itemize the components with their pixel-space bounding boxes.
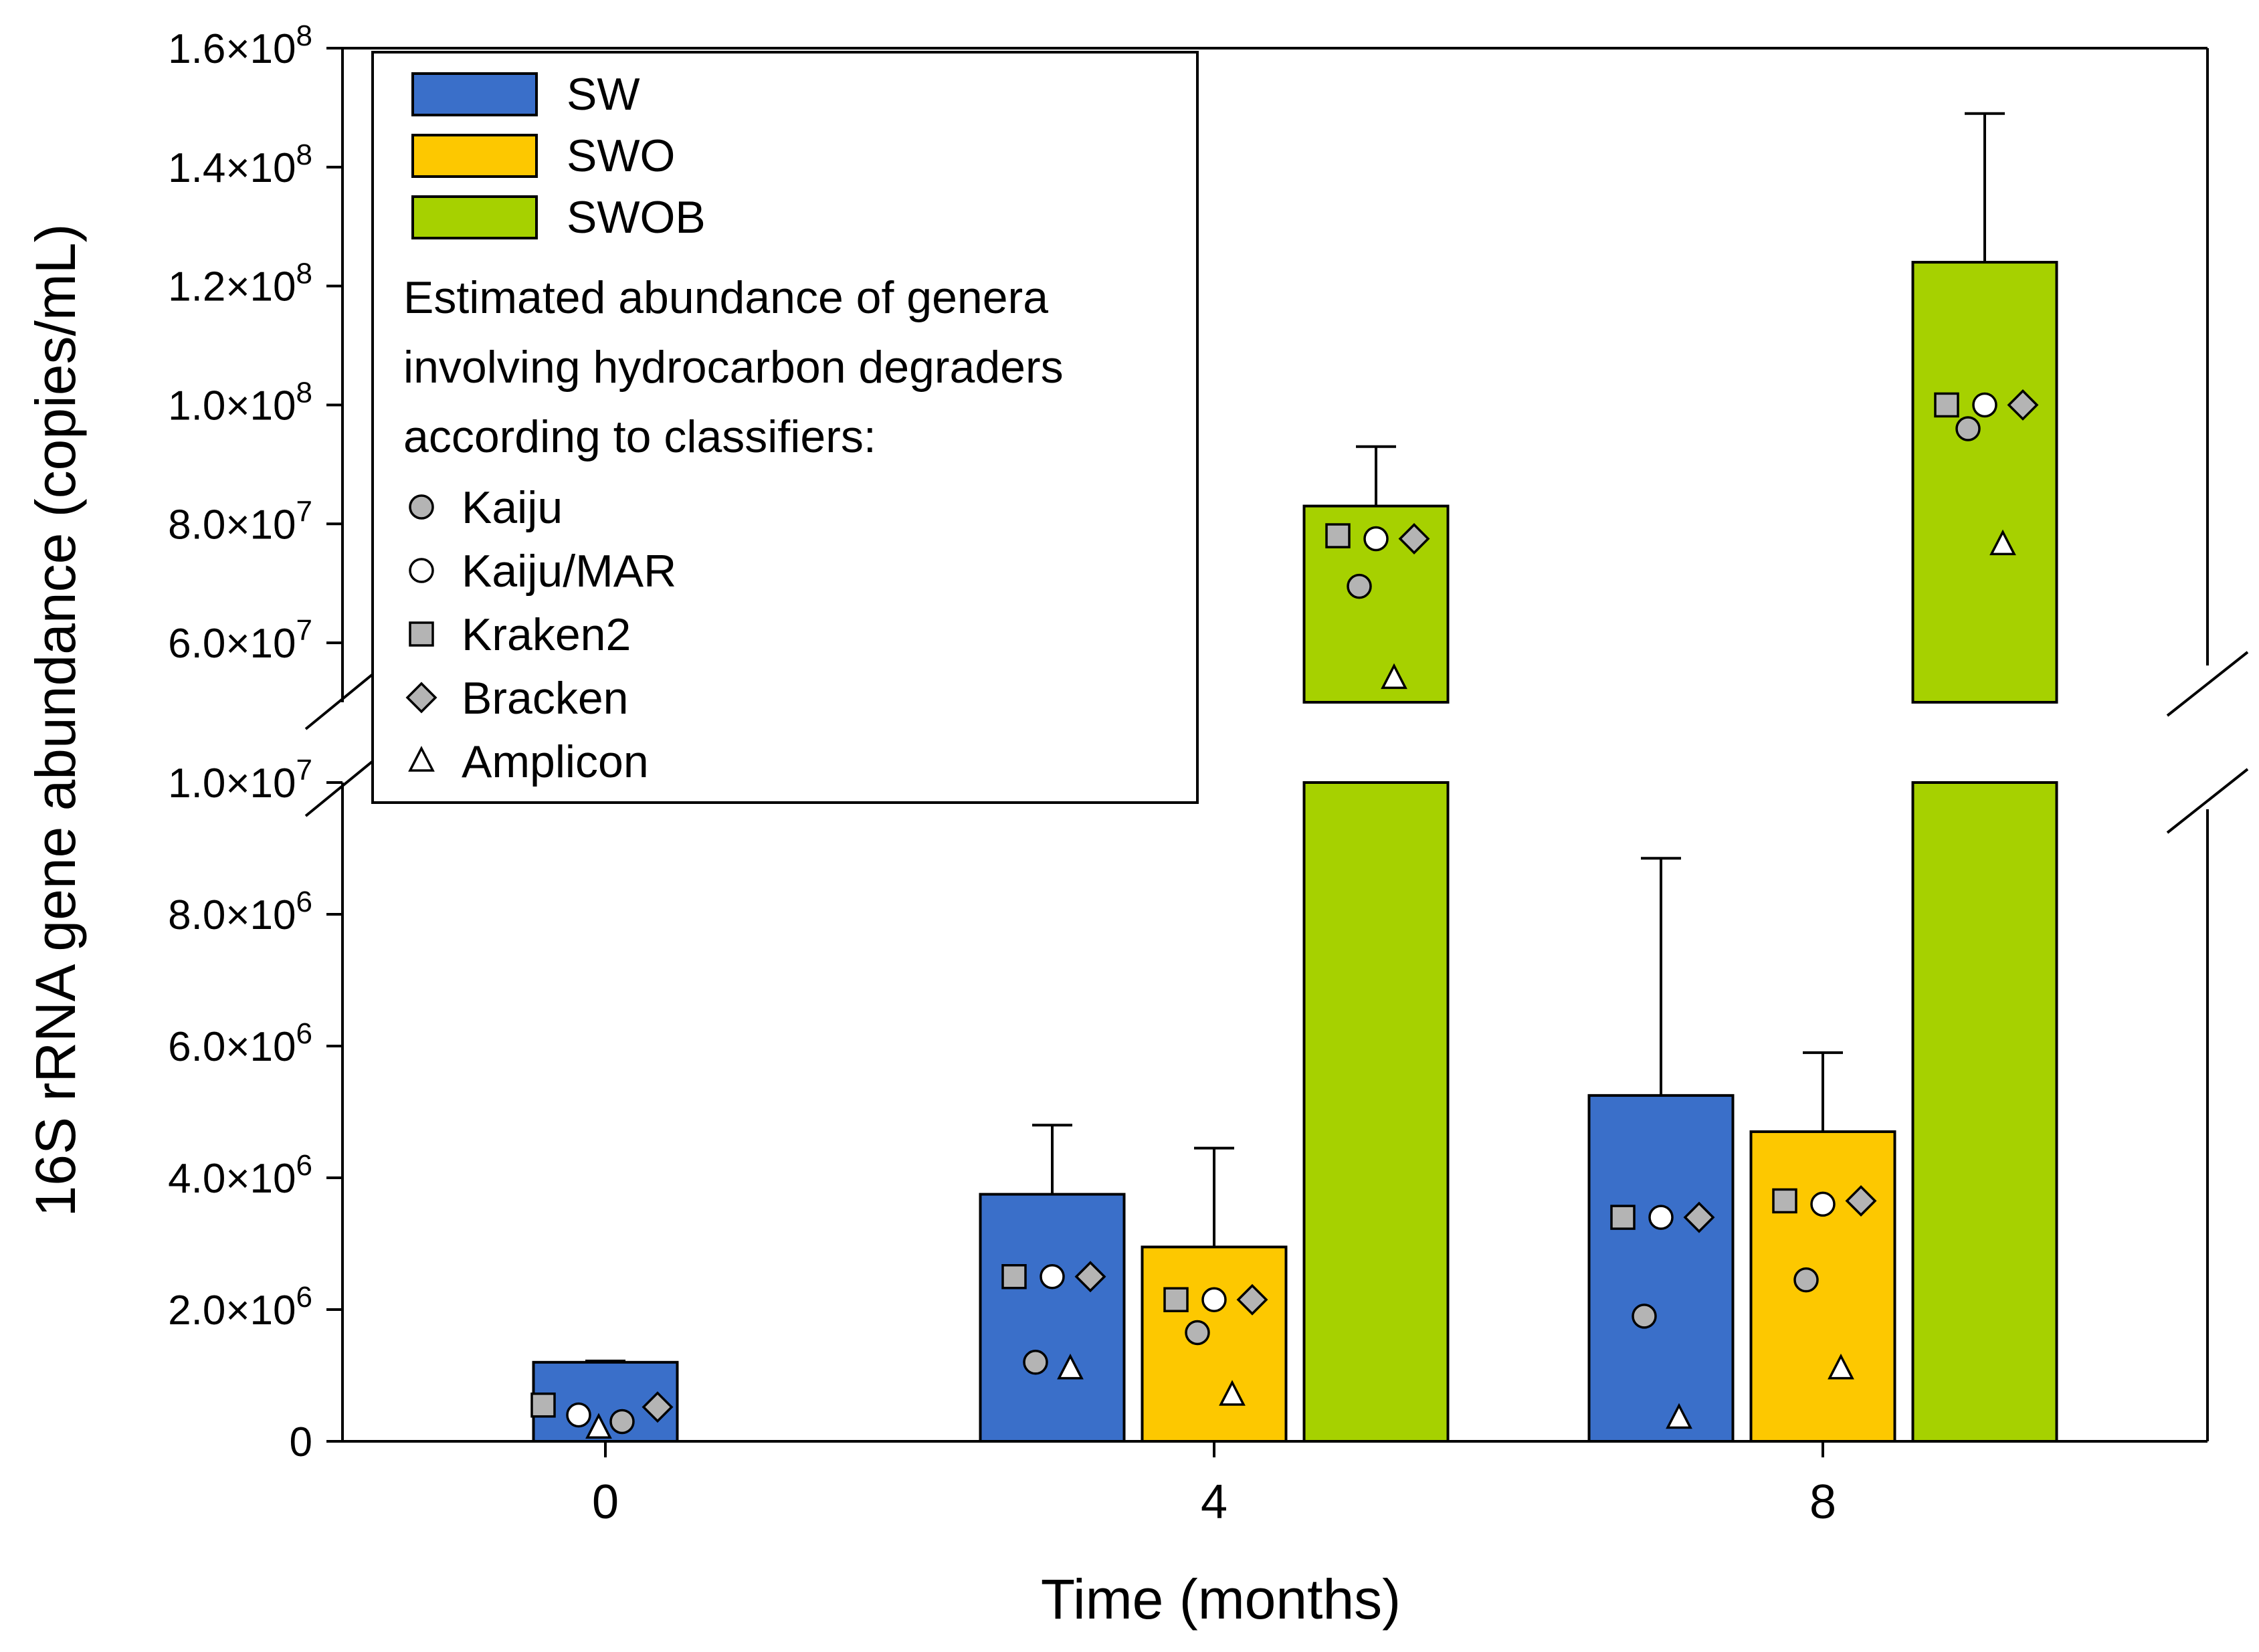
y-tick-label: 0	[290, 1419, 312, 1465]
legend-swatch-SWO	[411, 134, 538, 178]
y-axis-title: 16S rRNA gene abundance (copies/mL)	[24, 224, 87, 1217]
right-break-mark-lower	[2166, 768, 2249, 834]
bar-SWO-4	[1141, 1245, 1288, 1443]
marker-kaiju-mar-SWOB-8	[1972, 392, 1997, 418]
x-tick-label: 0	[592, 1475, 619, 1529]
marker-bracken-SW-0	[642, 1391, 674, 1423]
marker-bracken-SWOB-8	[2007, 389, 2039, 421]
bar-SW-4	[979, 1193, 1126, 1443]
marker-bracken-SWO-4	[1236, 1283, 1268, 1316]
marker-amplicon-SWOB-4	[1381, 663, 1407, 690]
marker-kaiju-mar-SWO-4	[1201, 1287, 1227, 1312]
marker-kraken2-SW-8	[1610, 1205, 1636, 1230]
bar-SWOB-8-lower	[1911, 781, 2058, 1443]
y-tick-label: 1.4×108	[168, 138, 312, 191]
legend-marker-kaiju	[409, 494, 434, 520]
marker-kraken2-SWO-8	[1772, 1188, 1797, 1214]
marker-kraken2-SW-4	[1001, 1264, 1027, 1289]
axes-layer: Time (months) 16S rRNA gene abundance (c…	[24, 19, 2249, 1631]
legend-marker-kaiju-mar	[409, 558, 434, 583]
y-tick-label: 6.0×107	[168, 614, 312, 667]
y-tick-label: 1.2×108	[168, 257, 312, 310]
marker-bracken-SW-8	[1683, 1201, 1715, 1233]
legend: SW SWO SWOB Estimated abundance of genera in…	[371, 51, 1199, 804]
marker-kaiju-mar-SW-0	[566, 1402, 591, 1428]
legend-label-kraken2: Kraken2	[462, 609, 631, 660]
marker-kraken2-SWOB-8	[1934, 392, 1959, 418]
legend-swatch-SW	[411, 72, 538, 116]
legend-note-line: involving hydrocarbon degraders	[403, 342, 1064, 393]
marker-amplicon-SWO-8	[1828, 1353, 1854, 1380]
marker-kaiju-SW-4	[1023, 1350, 1048, 1375]
marker-kaiju-mar-SWO-8	[1810, 1191, 1836, 1217]
legend-note-line: according to classifiers:	[403, 411, 876, 462]
marker-kaiju-SWOB-8	[1955, 416, 1981, 441]
y-tick-label: 8.0×106	[168, 886, 312, 938]
legend-swatch-SWOB	[411, 195, 538, 239]
legend-label-kaiju: Kaiju	[462, 482, 563, 533]
marker-amplicon-SWOB-8	[1989, 529, 2016, 556]
legend-note-line: Estimated abundance of genera	[403, 272, 1048, 323]
x-tick-label: 4	[1201, 1475, 1227, 1529]
y-tick-label: 6.0×106	[168, 1017, 312, 1070]
y-tick-label: 4.0×106	[168, 1149, 312, 1202]
marker-amplicon-SW-4	[1057, 1353, 1084, 1380]
right-break-mark-upper	[2166, 651, 2249, 717]
left-break-mark-upper	[304, 667, 381, 730]
y-tick-label: 1.0×108	[168, 376, 312, 429]
legend-marker-bracken	[405, 682, 437, 714]
y-tick-label: 8.0×107	[168, 495, 312, 548]
legend-label-SWOB: SWOB	[567, 192, 706, 243]
marker-kraken2-SWOB-4	[1325, 523, 1351, 548]
y-tick-label: 1.0×107	[168, 754, 312, 807]
marker-bracken-SWO-8	[1845, 1185, 1877, 1217]
marker-kaiju-SWOB-4	[1347, 573, 1372, 599]
legend-label-amplicon: Amplicon	[462, 736, 649, 787]
bar-SW-8	[1587, 1094, 1735, 1443]
legend-marker-kraken2	[409, 621, 434, 647]
marker-kaiju-mar-SW-4	[1040, 1264, 1065, 1289]
legend-marker-amplicon	[408, 746, 435, 772]
legend-label-bracken: Bracken	[462, 673, 628, 724]
legend-label-SWO: SWO	[567, 130, 675, 181]
legend-label-kaiju-mar: Kaiju/MAR	[462, 546, 676, 597]
legend-label-SW: SW	[567, 69, 640, 120]
marker-kraken2-SW-0	[530, 1392, 556, 1418]
marker-kaiju-mar-SW-8	[1648, 1205, 1674, 1230]
bar-SWOB-4-lower	[1302, 781, 1450, 1443]
marker-bracken-SW-4	[1074, 1261, 1106, 1293]
marker-kaiju-SW-8	[1632, 1304, 1657, 1329]
x-axis-title: Time (months)	[1041, 1568, 1401, 1631]
markers-layer	[530, 389, 2039, 1439]
y-tick-label: 2.0×106	[168, 1281, 312, 1334]
x-tick-label: 8	[1809, 1475, 1836, 1529]
marker-kaiju-SWO-4	[1185, 1320, 1210, 1346]
bars-layer	[532, 112, 2058, 1443]
marker-kaiju-mar-SWOB-4	[1363, 526, 1389, 552]
marker-kraken2-SWO-4	[1163, 1287, 1189, 1312]
marker-kaiju-SWO-8	[1793, 1267, 1819, 1293]
bar-SWO-8	[1749, 1130, 1896, 1443]
marker-kaiju-SW-0	[609, 1409, 635, 1435]
marker-amplicon-SW-0	[585, 1413, 612, 1439]
marker-amplicon-SWO-4	[1219, 1380, 1246, 1406]
y-tick-label: 1.6×108	[168, 19, 312, 72]
marker-amplicon-SW-8	[1666, 1403, 1692, 1429]
bar-SWOB-8-upper	[1911, 261, 2058, 704]
marker-bracken-SWOB-4	[1398, 523, 1430, 554]
left-break-mark-lower	[304, 754, 381, 817]
